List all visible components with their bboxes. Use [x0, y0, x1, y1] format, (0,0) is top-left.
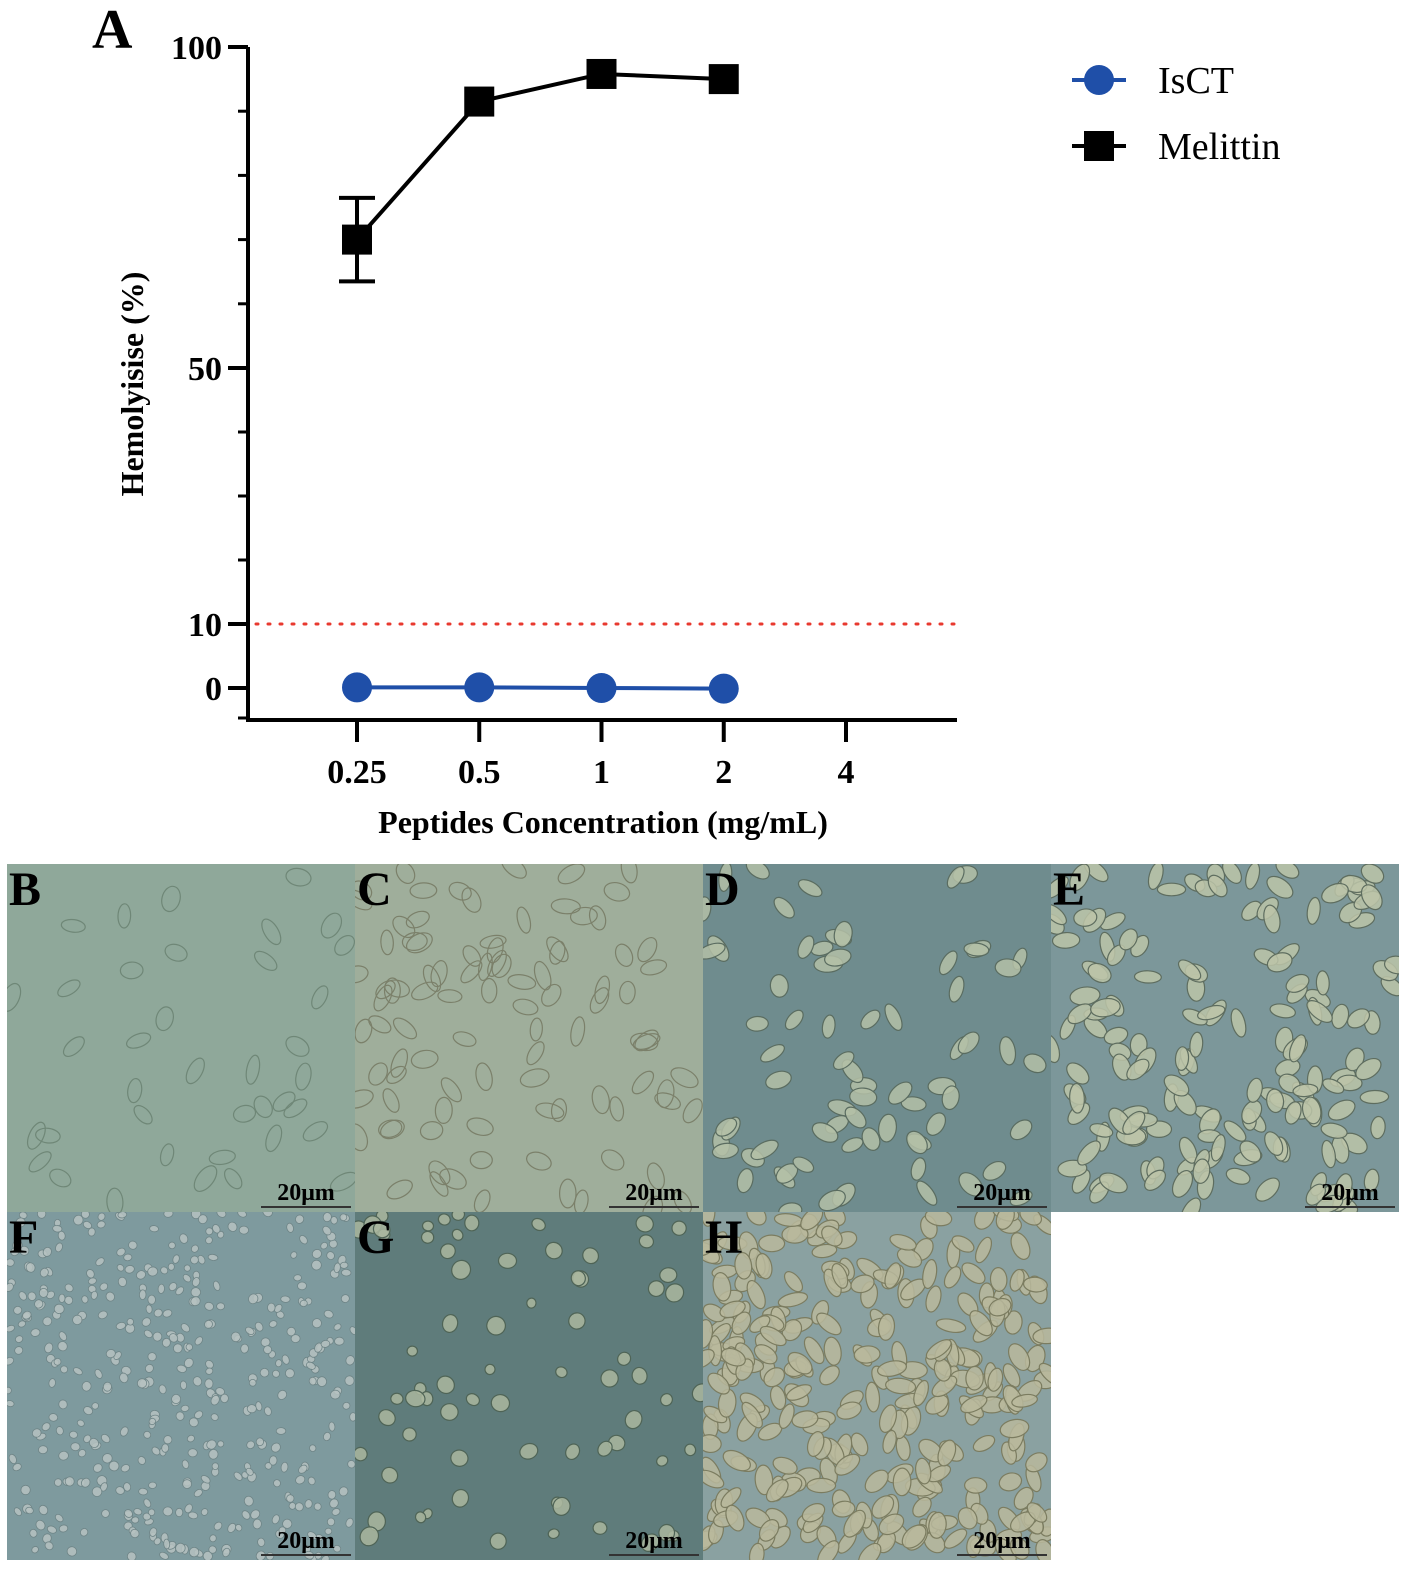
micrograph-panel-h: H 20μm [703, 1212, 1051, 1560]
scale-bar-label: 20μm [973, 1528, 1031, 1554]
series-isct [342, 672, 739, 704]
scale-bar: 20μm [609, 1181, 699, 1208]
y-tick-label: 50 [188, 351, 222, 388]
data-point [586, 673, 617, 703]
panel-label-h: H [705, 1212, 743, 1264]
x-tick-label: 0.5 [458, 754, 501, 791]
micrograph-panel-d: D 20μm [703, 864, 1051, 1212]
x-axis-title: Peptides Concentration (mg/mL) [378, 804, 828, 840]
scale-bar-label: 20μm [625, 1528, 683, 1554]
panel-label-d: D [705, 864, 740, 916]
series-line [355, 71, 724, 241]
panel-label-g: G [357, 1212, 395, 1264]
series-melittin [339, 58, 739, 284]
scale-bar: 20μm [1305, 1181, 1395, 1208]
micrograph-cells [703, 864, 1047, 1212]
hemolysis-chart: A 0 10 50 100 0.25 0.5 1 2 4 Hemolyisise (%) Pep… [92, 0, 1280, 840]
micrograph-panel-c: C 20μm [355, 864, 703, 1212]
data-point [342, 224, 372, 255]
legend-marker [1084, 131, 1114, 161]
scale-bar-label: 20μm [625, 1180, 683, 1206]
scale-bar-label: 20μm [1321, 1180, 1379, 1206]
scale-bar: 20μm [261, 1181, 351, 1208]
scale-bar-label: 20μm [973, 1180, 1031, 1206]
micrograph-cells [703, 1212, 1051, 1560]
data-point [464, 672, 495, 703]
scale-bar: 20μm [957, 1181, 1047, 1208]
x-tick-label: 4 [838, 754, 855, 791]
series-layer [339, 58, 739, 704]
micrograph-cells [7, 1212, 355, 1560]
micrograph-cells [355, 864, 703, 1212]
x-tick-label: 2 [715, 754, 732, 791]
micrograph-cells [355, 1212, 703, 1552]
y-tick-label: 100 [171, 30, 222, 67]
micrograph-cells [1051, 864, 1399, 1212]
panel-label-f: F [9, 1212, 39, 1264]
y-tick-label: 0 [205, 671, 222, 708]
y-tick-label: 10 [188, 607, 222, 644]
chart-axes: 0 10 50 100 0.25 0.5 1 2 4 [171, 30, 957, 791]
legend-marker [1084, 65, 1114, 95]
series-line [357, 685, 724, 691]
scale-bar-line [957, 1554, 1047, 1556]
y-axis-title: Hemolyisise (%) [114, 272, 150, 497]
legend-item-isct: IsCT [1072, 60, 1234, 102]
scale-bar-line [1305, 1206, 1395, 1208]
micrograph-panel-b: B 20μm [7, 864, 355, 1212]
scale-bar-label: 20μm [277, 1180, 335, 1206]
x-tick-label: 0.25 [327, 754, 387, 791]
data-point [708, 64, 739, 95]
legend: IsCT Melittin [1072, 60, 1280, 168]
panel-label-a: A [92, 0, 133, 61]
data-point [342, 672, 372, 703]
scale-bar-line [609, 1554, 699, 1556]
x-tick-label: 1 [593, 754, 610, 791]
scale-bar: 20μm [261, 1529, 351, 1556]
micrograph-panel-f: F 20μm [7, 1212, 355, 1560]
data-point [586, 58, 617, 89]
scale-bar-line [261, 1554, 351, 1556]
data-point [708, 673, 739, 704]
scale-bar: 20μm [957, 1529, 1047, 1556]
scale-bar-line [609, 1206, 699, 1208]
panel-label-c: C [357, 864, 392, 916]
micrograph-cells [7, 867, 355, 1212]
micrograph-panel-g: G 20μm [355, 1212, 703, 1560]
legend-item-melittin: Melittin [1072, 126, 1280, 168]
micrograph-panel-e: E 20μm [1051, 864, 1399, 1212]
scale-bar-label: 20μm [277, 1528, 335, 1554]
panel-label-b: B [9, 864, 42, 916]
scale-bar: 20μm [609, 1529, 699, 1556]
scale-bar-line [957, 1206, 1047, 1208]
data-point [464, 86, 495, 117]
scale-bar-line [261, 1206, 351, 1208]
panel-label-e: E [1053, 864, 1086, 916]
legend-label: IsCT [1158, 60, 1234, 102]
legend-label: Melittin [1158, 126, 1280, 168]
